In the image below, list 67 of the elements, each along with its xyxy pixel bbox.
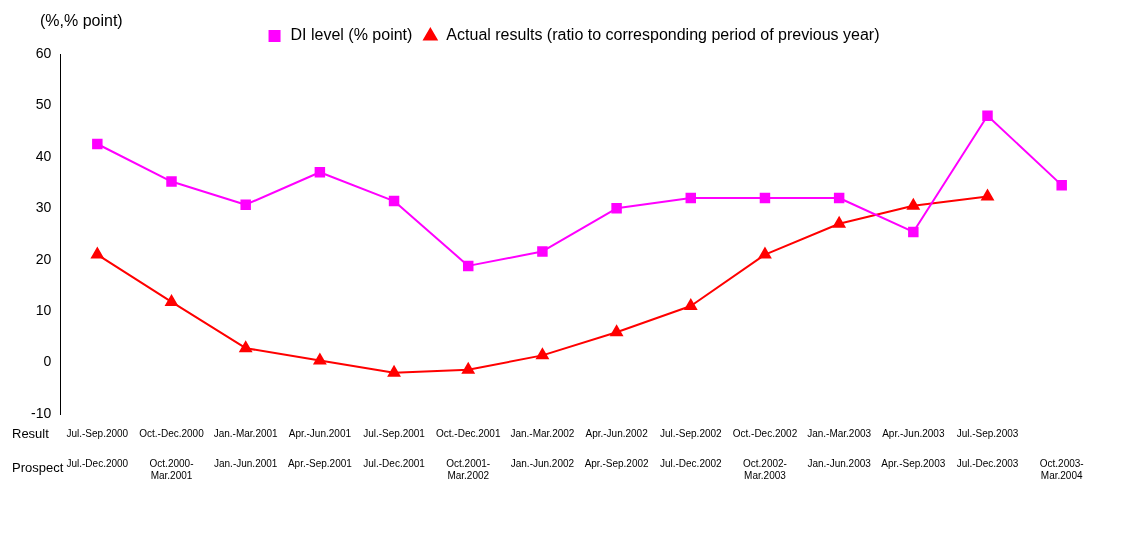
- x-tick-label: Oct.2001-Mar.2002: [446, 457, 491, 481]
- x-tick-label: Apr.-Sep.2003: [881, 457, 946, 469]
- x-tick-label: Apr.-Sep.2002: [584, 457, 649, 469]
- point: [907, 198, 920, 210]
- point: [611, 203, 622, 214]
- text: Apr.-Jun.2002: [585, 427, 649, 439]
- point: [981, 189, 994, 201]
- text: Oct.-Dec.2002: [732, 427, 798, 439]
- point: [388, 195, 400, 207]
- point: [239, 341, 252, 353]
- text: Result: [12, 425, 50, 441]
- text: Jan.-Mar.2001: [213, 427, 279, 439]
- x-tick-label: Jul.-Dec.2000: [66, 457, 129, 469]
- point: [314, 167, 326, 178]
- x-tick-label: Oct.2000-Mar.2001: [149, 457, 194, 481]
- text: Oct.-Dec.2001: [435, 427, 501, 439]
- y-tick-label: 60: [35, 44, 52, 61]
- y-axis-title: (%,% point): [40, 12, 123, 30]
- point: [685, 192, 697, 204]
- text: Jan.-Mar.2003: [807, 427, 872, 439]
- point: [166, 176, 177, 187]
- y-tick-label: -10: [31, 404, 52, 421]
- point: [91, 247, 104, 259]
- point: [165, 294, 178, 306]
- x-tick-label: Jan.-Jun.2002: [510, 457, 575, 469]
- x-tick-label: Oct.2003-Mar.2004: [1039, 457, 1084, 481]
- point: [759, 192, 771, 204]
- y-tick-label: 30: [35, 199, 52, 216]
- text: Oct.-Dec.2000: [139, 427, 205, 439]
- point: [684, 299, 697, 310]
- x-tick-label: Jul.-Dec.2003: [956, 457, 1019, 469]
- y-tick-label: 10: [35, 302, 52, 318]
- y-tick-label: 40: [35, 147, 52, 164]
- text: Prospect: [12, 459, 64, 475]
- point: [92, 138, 103, 150]
- point: [982, 110, 993, 121]
- text: Jul.-Sep.2001: [363, 427, 426, 439]
- x-tick-label: Jan.-Jun.2003: [807, 457, 872, 469]
- point: [832, 216, 846, 228]
- x-tick-label: Jul.-Dec.2001: [363, 457, 426, 469]
- y-tick-label: 50: [35, 96, 52, 113]
- text: Jan.-Mar.2002: [510, 427, 575, 439]
- point: [758, 247, 772, 259]
- point: [1056, 179, 1067, 191]
- text: Jul.-Sep.2002: [659, 427, 723, 439]
- text: Apr.-Jun.2003: [882, 427, 945, 439]
- text: Apr.-Jun.2001: [288, 427, 352, 439]
- x-tick-label: Jan.-Jun.2001: [213, 457, 278, 469]
- legend-label: Actual results (ratio to corresponding period of previous year): [446, 26, 880, 44]
- point: [387, 365, 401, 377]
- x-tick-label: Jul.-Dec.2002: [659, 457, 723, 469]
- y-tick-label: 0: [43, 353, 52, 370]
- point: [462, 260, 474, 272]
- text: Jul.-Sep.2003: [956, 427, 1019, 439]
- text: Jul.-Sep.2000: [66, 427, 129, 439]
- point: [240, 199, 251, 210]
- x-tick-label: Oct.2002-Mar.2003: [743, 457, 787, 481]
- point: [610, 325, 623, 337]
- y-tick-label: 20: [35, 250, 52, 267]
- point: [313, 353, 327, 365]
- point: [462, 362, 475, 374]
- point: [908, 226, 919, 238]
- legend-label: DI level (% point): [290, 26, 413, 44]
- point: [536, 348, 549, 360]
- point: [537, 246, 548, 257]
- point: [833, 192, 845, 204]
- x-tick-label: Apr.-Sep.2001: [287, 457, 353, 469]
